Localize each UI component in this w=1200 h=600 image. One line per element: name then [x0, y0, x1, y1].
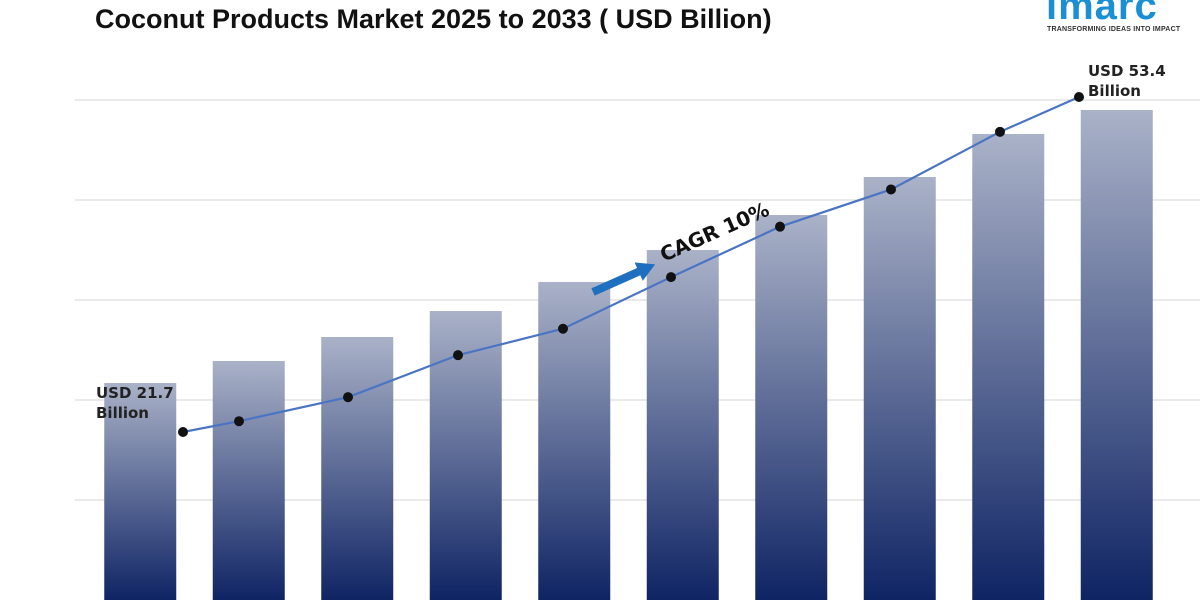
cagr-arrow	[591, 262, 656, 296]
trend-marker	[178, 427, 188, 437]
bars	[104, 110, 1153, 600]
bar	[538, 282, 611, 600]
imarc-logo: imarc TRANSFORMING IDEAS INTO IMPACT	[1046, 0, 1200, 38]
trend-line	[182, 95, 1080, 434]
trend-marker	[1074, 92, 1084, 102]
bar	[212, 361, 285, 600]
trend-marker	[995, 126, 1005, 137]
bar	[429, 311, 502, 600]
last-value-label: USD 53.4	[1088, 62, 1166, 80]
bar	[104, 383, 177, 600]
last-value-callout: USD 53.4 Billion	[1088, 61, 1166, 101]
trend-marker	[775, 221, 785, 232]
bar	[321, 337, 394, 600]
logo-wordmark: imarc	[1046, 0, 1158, 28]
bar	[755, 215, 828, 600]
trend-marker	[453, 350, 463, 361]
bar	[863, 177, 936, 600]
first-unit-label: Billion	[96, 404, 149, 422]
trend-marker	[666, 272, 676, 283]
first-value-callout: USD 21.7 Billion	[96, 383, 174, 423]
last-unit-label: Billion	[1088, 82, 1141, 100]
bar	[1080, 110, 1153, 600]
trend-marker	[886, 184, 896, 195]
bar	[972, 134, 1045, 600]
trend-marker	[558, 323, 568, 334]
logo-tagline: TRANSFORMING IDEAS INTO IMPACT	[1047, 26, 1181, 33]
trend-line-group	[178, 92, 1084, 437]
first-value-label: USD 21.7	[96, 384, 174, 402]
trend-marker	[234, 416, 244, 427]
bar	[646, 250, 719, 600]
trend-marker	[343, 392, 353, 403]
chart-title: Coconut Products Market 2025 to 2033 ( U…	[95, 4, 772, 34]
